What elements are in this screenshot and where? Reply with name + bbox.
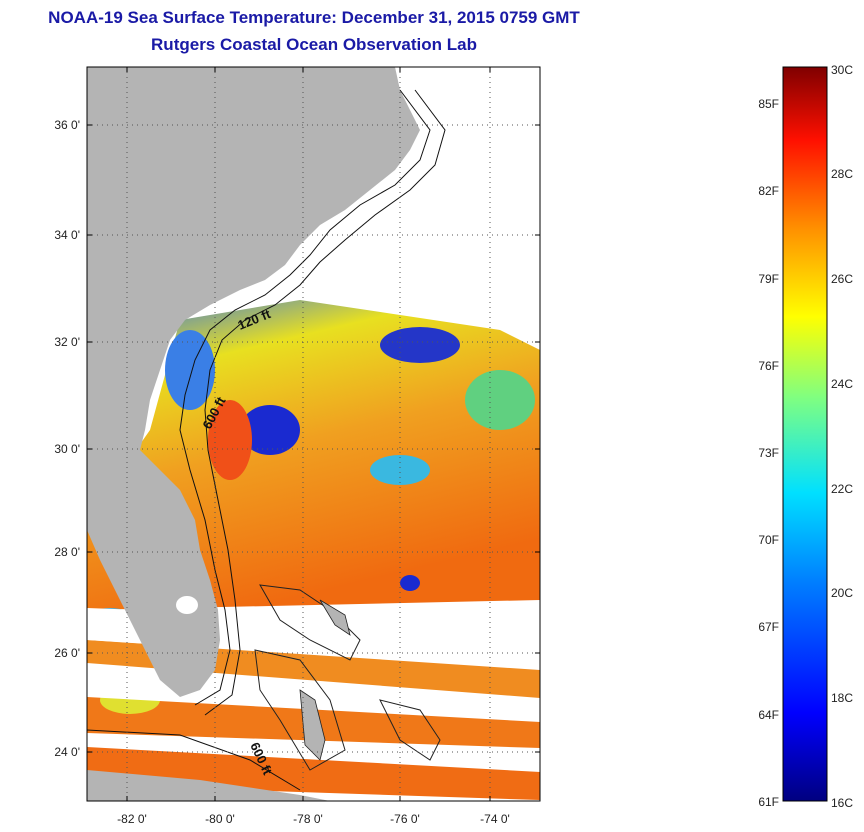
colorbar-fahrenheit-labels: 85F 82F 79F 76F 73F 70F 67F 64F 61F bbox=[758, 97, 779, 809]
cool-patch bbox=[240, 405, 300, 455]
lake-okeechobee bbox=[176, 596, 198, 614]
colorbar-celsius-label: 18C bbox=[831, 691, 853, 705]
colorbar-celsius-label: 16C bbox=[831, 796, 853, 810]
lon-tick-label: -80 0' bbox=[205, 812, 235, 826]
axis-ticks bbox=[87, 67, 540, 801]
bahamas-shoal-contour bbox=[259, 584, 361, 661]
lat-tick-label: 28 0' bbox=[54, 545, 80, 559]
warm-patch bbox=[208, 400, 252, 480]
colorbar-celsius-label: 24C bbox=[831, 377, 853, 391]
bahamas-shoal-contour bbox=[254, 649, 346, 771]
map-title: NOAA-19 Sea Surface Temperature: Decembe… bbox=[48, 8, 580, 27]
colorbar-fahrenheit-label: 64F bbox=[758, 708, 779, 722]
contour-600ft bbox=[204, 89, 446, 716]
cuba-land bbox=[87, 770, 330, 801]
lon-tick-label: -74 0' bbox=[480, 812, 510, 826]
lat-tick-label: 24 0' bbox=[54, 745, 80, 759]
cool-patch bbox=[465, 370, 535, 430]
lat-tick-label: 32 0' bbox=[54, 335, 80, 349]
colorbar-fahrenheit-label: 67F bbox=[758, 620, 779, 634]
lon-tick-label: -78 0' bbox=[293, 812, 323, 826]
lat-tick-label: 26 0' bbox=[54, 646, 80, 660]
map-layers bbox=[87, 67, 540, 801]
colorbar-fahrenheit-label: 70F bbox=[758, 533, 779, 547]
colorbar-celsius-label: 30C bbox=[831, 63, 853, 77]
colorbar-fahrenheit-label: 76F bbox=[758, 359, 779, 373]
bahamas-island bbox=[319, 599, 351, 636]
colorbar bbox=[782, 66, 828, 802]
colorbar-fahrenheit-label: 85F bbox=[758, 97, 779, 111]
cool-patch bbox=[165, 330, 215, 410]
colorbar-fahrenheit-label: 82F bbox=[758, 184, 779, 198]
cool-patch bbox=[380, 327, 460, 363]
lat-tick-label: 34 0' bbox=[54, 228, 80, 242]
colorbar-celsius-label: 20C bbox=[831, 586, 853, 600]
lon-tick-label: -76 0' bbox=[390, 812, 420, 826]
lat-tick-label: 30 0' bbox=[54, 442, 80, 456]
cool-patch bbox=[400, 575, 420, 591]
bahamas-island bbox=[299, 689, 326, 761]
colorbar-fahrenheit-label: 79F bbox=[758, 272, 779, 286]
contour-120ft bbox=[179, 89, 431, 706]
map-frame bbox=[86, 66, 541, 802]
graticule bbox=[87, 67, 540, 801]
map-subtitle: Rutgers Coastal Ocean Observation Lab bbox=[151, 35, 477, 54]
colorbar-fahrenheit-label: 61F bbox=[758, 795, 779, 809]
bahamas-shoal-contour bbox=[379, 699, 441, 761]
colorbar-celsius-label: 28C bbox=[831, 167, 853, 181]
colorbar-celsius-labels: 30C 28C 26C 24C 22C 20C 18C 16C bbox=[831, 63, 853, 810]
colorbar-fahrenheit-label: 73F bbox=[758, 446, 779, 460]
land-mass bbox=[87, 67, 420, 697]
colorbar-celsius-label: 26C bbox=[831, 272, 853, 286]
colorbar-celsius-label: 22C bbox=[831, 482, 853, 496]
lat-tick-label: 36 0' bbox=[54, 118, 80, 132]
cool-patch bbox=[370, 455, 430, 485]
lon-tick-label: -82 0' bbox=[117, 812, 147, 826]
